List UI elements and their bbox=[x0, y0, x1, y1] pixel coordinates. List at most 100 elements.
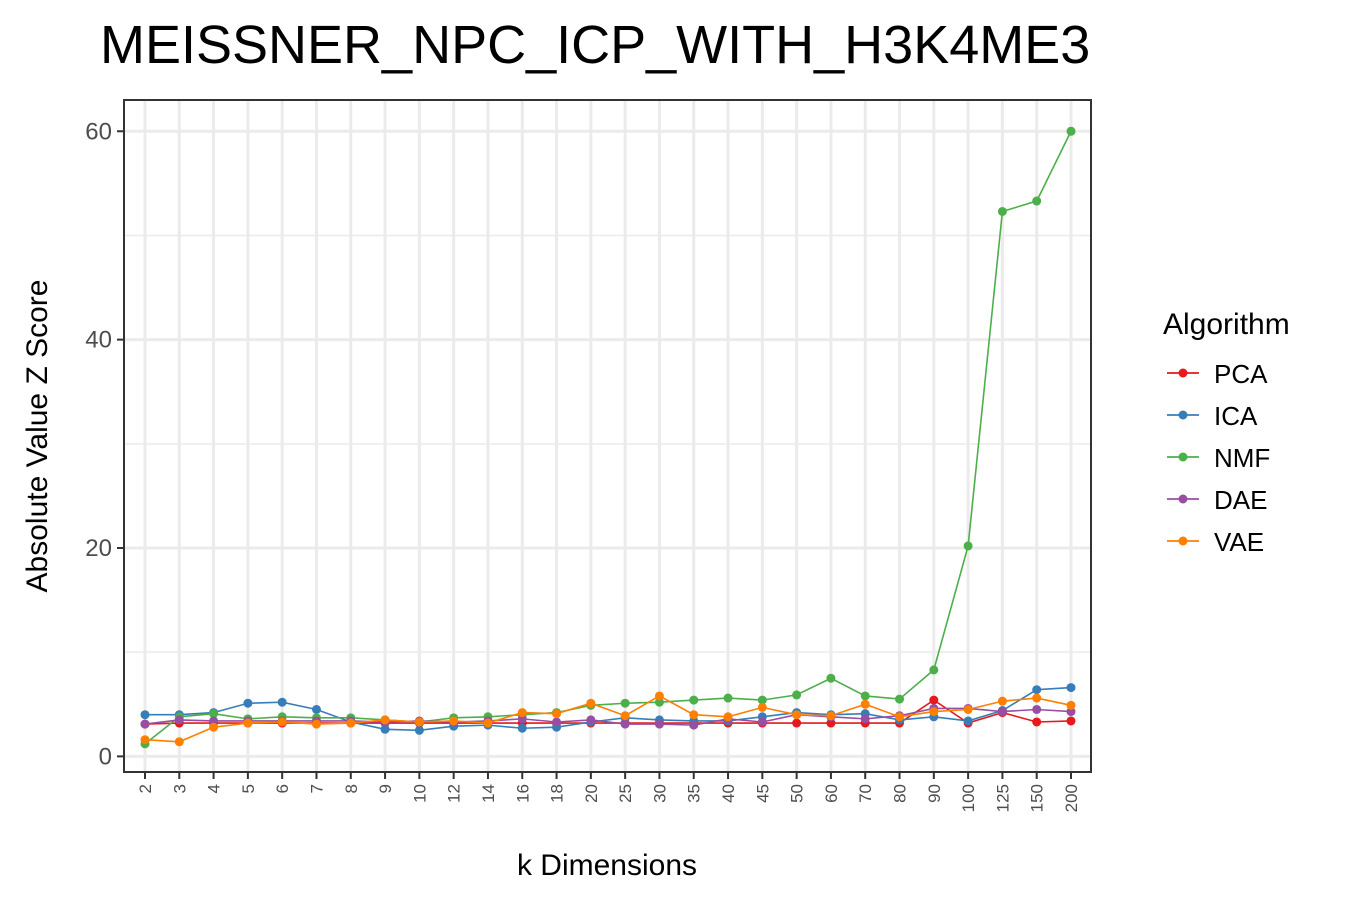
data-point-dae bbox=[140, 719, 150, 729]
x-tick-label: 8 bbox=[342, 784, 361, 793]
data-point-pca bbox=[929, 695, 939, 705]
x-tick-label: 6 bbox=[273, 784, 292, 793]
data-point-dae bbox=[620, 719, 630, 729]
data-point-dae bbox=[860, 714, 870, 724]
legend-key-point bbox=[1178, 536, 1188, 546]
x-tick-label: 80 bbox=[891, 784, 910, 803]
data-point-vae bbox=[929, 707, 939, 717]
data-point-ica bbox=[243, 698, 253, 708]
data-point-dae bbox=[689, 720, 699, 730]
y-tick-label: 0 bbox=[99, 743, 112, 770]
data-point-pca bbox=[826, 718, 836, 728]
data-point-vae bbox=[209, 722, 219, 732]
data-point-dae bbox=[517, 714, 527, 724]
x-tick-label: 150 bbox=[1028, 784, 1047, 812]
data-point-vae bbox=[689, 710, 699, 720]
data-point-vae bbox=[414, 717, 424, 727]
data-point-ica bbox=[311, 704, 321, 714]
y-axis-label: Absolute Value Z Score bbox=[21, 280, 54, 593]
data-point-nmf bbox=[723, 693, 733, 703]
plot-panel bbox=[123, 99, 1092, 773]
x-tick-label: 45 bbox=[753, 784, 772, 803]
x-tick-label: 14 bbox=[479, 784, 498, 803]
legend-items: PCA ICA NMF DAE VAE bbox=[1167, 359, 1270, 557]
data-point-vae bbox=[380, 715, 390, 725]
x-axis-label: k Dimensions bbox=[517, 849, 697, 882]
data-point-vae bbox=[277, 717, 287, 727]
x-tick-label: 25 bbox=[616, 784, 635, 803]
data-point-nmf bbox=[654, 697, 664, 707]
legend-item-vae: VAE bbox=[1167, 527, 1264, 557]
legend-label: VAE bbox=[1214, 527, 1264, 557]
data-point-pca bbox=[1066, 716, 1076, 726]
data-point-nmf bbox=[826, 673, 836, 683]
series-line-dae bbox=[144, 707, 1072, 726]
series-vae bbox=[140, 691, 1076, 747]
data-point-vae bbox=[243, 718, 253, 728]
data-point-ica bbox=[140, 710, 150, 720]
x-tick-label: 16 bbox=[513, 784, 532, 803]
x-tick-label: 125 bbox=[993, 784, 1012, 812]
data-point-vae bbox=[997, 696, 1007, 706]
data-point-dae bbox=[654, 719, 664, 729]
legend-item-nmf: NMF bbox=[1167, 443, 1270, 473]
x-tick-label: 50 bbox=[788, 784, 807, 803]
legend-item-dae: DAE bbox=[1167, 485, 1267, 515]
data-point-vae bbox=[826, 711, 836, 721]
x-tick-label: 20 bbox=[582, 784, 601, 803]
x-tick-label: 10 bbox=[410, 784, 429, 803]
data-point-vae bbox=[723, 712, 733, 722]
data-point-vae bbox=[449, 716, 459, 726]
legend-key-point bbox=[1178, 494, 1188, 504]
x-tick-label: 60 bbox=[822, 784, 841, 803]
x-tick-label: 40 bbox=[719, 784, 738, 803]
legend-label: DAE bbox=[1214, 485, 1267, 515]
x-tick-label: 18 bbox=[548, 784, 567, 803]
data-point-nmf bbox=[792, 690, 802, 700]
legend-key-point bbox=[1178, 368, 1188, 378]
data-point-vae bbox=[1032, 693, 1042, 703]
data-point-vae bbox=[483, 718, 493, 728]
data-point-vae bbox=[654, 691, 664, 701]
y-tick-label: 40 bbox=[85, 327, 112, 354]
x-tick-label: 4 bbox=[205, 784, 224, 793]
panel-border bbox=[123, 99, 1092, 773]
data-point-vae bbox=[620, 711, 630, 721]
data-point-pca bbox=[792, 718, 802, 728]
x-tick-label: 9 bbox=[376, 784, 395, 793]
data-point-ica bbox=[1032, 685, 1042, 695]
legend-label: PCA bbox=[1214, 359, 1268, 389]
x-tick-label: 2 bbox=[136, 784, 155, 793]
data-point-nmf bbox=[689, 695, 699, 705]
data-point-vae bbox=[860, 699, 870, 709]
data-point-ica bbox=[277, 697, 287, 707]
legend-item-pca: PCA bbox=[1167, 359, 1268, 389]
series-layer bbox=[140, 126, 1076, 749]
data-point-dae bbox=[586, 715, 596, 725]
legend-key-point bbox=[1178, 410, 1188, 420]
data-point-vae bbox=[140, 735, 150, 745]
legend-key-point bbox=[1178, 452, 1188, 462]
data-point-dae bbox=[209, 716, 219, 726]
series-line-vae bbox=[144, 695, 1072, 743]
x-tick-label: 70 bbox=[856, 784, 875, 803]
data-point-dae bbox=[552, 717, 562, 727]
y-axis: 0 20 40 60 bbox=[85, 118, 124, 770]
x-tick-label: 30 bbox=[650, 784, 669, 803]
data-point-ica bbox=[380, 724, 390, 734]
series-line-nmf bbox=[144, 130, 1072, 745]
legend: Algorithm PCA ICA NMF DAE VAE bbox=[1163, 308, 1290, 557]
data-point-nmf bbox=[209, 709, 219, 719]
data-point-vae bbox=[1066, 700, 1076, 710]
data-point-ica bbox=[1066, 683, 1076, 693]
x-axis: 2 3 4 5 6 7 8 9 10 12 14 16 18 20 25 30 35 40 45 50 60 70 80 90… bbox=[136, 772, 1081, 812]
data-point-vae bbox=[311, 719, 321, 729]
data-point-vae bbox=[174, 737, 184, 747]
data-point-vae bbox=[757, 702, 767, 712]
data-point-vae bbox=[586, 698, 596, 708]
data-point-nmf bbox=[860, 691, 870, 701]
data-point-dae bbox=[1032, 704, 1042, 714]
data-point-nmf bbox=[895, 694, 905, 704]
x-tick-label: 12 bbox=[445, 784, 464, 803]
